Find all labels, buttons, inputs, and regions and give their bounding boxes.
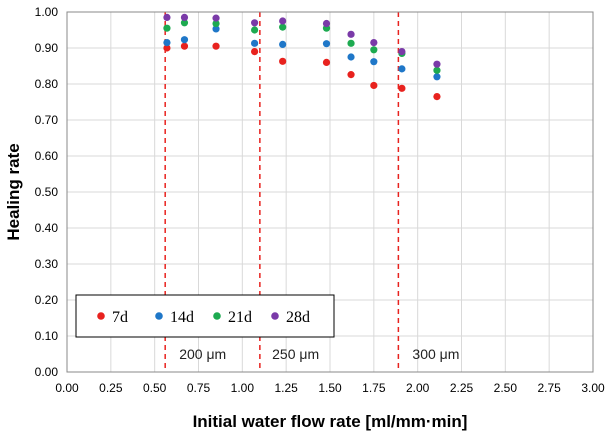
data-point-21d [433, 66, 441, 74]
legend-marker-21d [213, 312, 221, 320]
data-point-14d [212, 25, 220, 33]
data-point-21d [347, 39, 355, 47]
x-tick-label: 1.50 [318, 381, 342, 395]
data-point-14d [398, 65, 406, 73]
legend-label-28d: 28d [286, 309, 310, 326]
data-point-21d [180, 19, 189, 27]
y-axis-title: Healing rate [4, 143, 23, 240]
data-point-21d [212, 19, 220, 28]
x-tick-label: 0.00 [55, 381, 79, 395]
data-point-7d [347, 71, 355, 79]
data-point-28d [212, 14, 220, 22]
legend-label-14d: 14d [170, 309, 194, 326]
x-tick-label: 2.00 [406, 381, 430, 395]
data-point-7d [322, 58, 331, 66]
y-tick-label: 1.00 [35, 5, 59, 19]
legend-marker-28d [271, 312, 279, 320]
x-tick-label: 2.50 [494, 381, 518, 395]
data-point-7d [180, 42, 189, 50]
data-point-14d [251, 39, 259, 47]
x-tick-label: 1.00 [231, 381, 255, 395]
data-point-28d [347, 30, 355, 38]
data-point-28d [163, 13, 171, 21]
legend-label-21d: 21d [228, 309, 252, 326]
data-point-28d [398, 48, 406, 56]
data-point-28d [370, 39, 378, 47]
legend: 7d 14d 21d 28d [75, 294, 335, 338]
y-tick-label: 0.90 [35, 41, 59, 55]
data-point-7d [163, 44, 171, 52]
pipe-diameter-label: 300 μm [412, 346, 459, 362]
data-point-21d [163, 24, 171, 32]
y-tick-label: 0.00 [35, 365, 59, 379]
data-point-28d [251, 19, 259, 27]
y-tick-labels: 0.00 0.10 0.20 0.30 0.40 0.50 0.60 0.70 0.80 0.90… [35, 5, 59, 379]
x-tick-label: 1.25 [274, 381, 298, 395]
x-tick-label: 2.25 [450, 381, 474, 395]
x-tick-label: 0.25 [99, 381, 123, 395]
y-tick-label: 0.10 [35, 329, 59, 343]
legend-box [75, 294, 335, 338]
y-tick-label: 0.20 [35, 293, 59, 307]
data-point-7d [251, 48, 259, 56]
data-point-7d [370, 81, 378, 90]
legend-label-7d: 7d [112, 309, 128, 326]
x-tick-label: 2.75 [537, 381, 561, 395]
pipe-diameter-label: 250 μm [272, 346, 319, 362]
data-point-14d [163, 39, 171, 47]
x-tick-label: 0.75 [187, 381, 211, 395]
data-point-28d [180, 13, 189, 21]
zone-labels: 200 μm 250 μm 300 μm [179, 346, 459, 362]
data-points [163, 13, 441, 101]
y-tick-label: 0.50 [35, 185, 59, 199]
data-point-21d [279, 23, 287, 31]
legend-marker-7d [97, 312, 105, 320]
y-tick-label: 0.80 [35, 77, 59, 91]
legend-marker-14d [155, 312, 163, 320]
data-point-14d [433, 73, 441, 81]
data-point-14d [370, 58, 378, 66]
y-tick-label: 0.70 [35, 113, 59, 127]
data-point-7d [212, 42, 220, 50]
data-point-21d [251, 26, 259, 34]
data-point-14d [347, 53, 355, 61]
pipe-diameter-label: 200 μm [179, 346, 226, 362]
data-point-7d [398, 84, 406, 92]
x-tick-label: 1.75 [362, 381, 386, 395]
data-point-21d [370, 46, 378, 54]
x-tick-label: 0.50 [143, 381, 167, 395]
y-tick-label: 0.30 [35, 257, 59, 271]
data-point-14d [279, 40, 287, 49]
data-point-14d [180, 36, 189, 44]
data-point-28d [322, 19, 331, 28]
y-tick-label: 0.40 [35, 221, 59, 235]
plot-area-border [66, 11, 594, 373]
data-point-7d [433, 93, 441, 101]
x-tick-labels: 0.00 0.25 0.50 0.75 1.00 1.25 1.50 1.75 2.00 2.25… [55, 381, 605, 395]
data-point-28d [433, 60, 441, 68]
x-axis-title: Initial water flow rate [ml/mm·min] [193, 412, 468, 431]
y-tick-label: 0.60 [35, 149, 59, 163]
data-point-7d [279, 57, 287, 65]
x-tick-label: 3.00 [581, 381, 605, 395]
data-point-28d [279, 17, 287, 25]
data-point-14d [322, 40, 331, 48]
